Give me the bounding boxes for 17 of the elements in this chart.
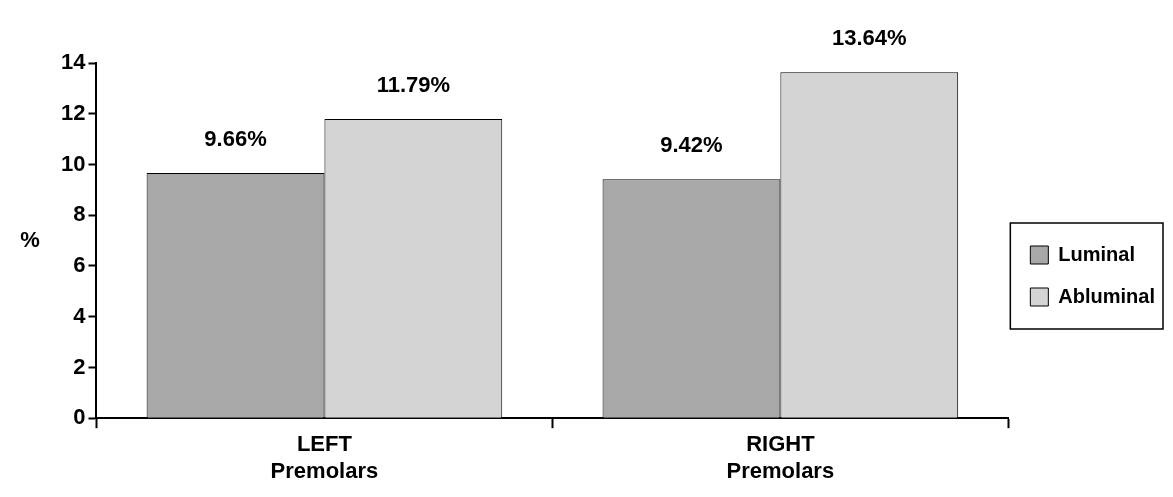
legend-label: Luminal xyxy=(1058,242,1135,265)
data-label: 9.66% xyxy=(204,126,267,152)
y-tick-label: 14 xyxy=(60,49,87,75)
y-tick-label: 12 xyxy=(60,99,86,125)
y-tick-label: 8 xyxy=(73,201,86,227)
x-tick-label: LEFT Premolars xyxy=(270,431,379,483)
data-label: 9.42% xyxy=(660,132,723,158)
x-tick-label: RIGHT Premolars xyxy=(726,431,835,483)
y-tick-label: 2 xyxy=(73,353,86,379)
legend-label: Abluminal xyxy=(1058,284,1155,307)
y-tick-label: 10 xyxy=(60,150,86,176)
y-axis-title: % xyxy=(20,226,40,252)
y-tick-label: 4 xyxy=(73,302,87,328)
y-tick-label: 6 xyxy=(73,252,86,278)
data-label: 11.79% xyxy=(376,72,451,98)
data-label: 13.64% xyxy=(831,25,907,51)
y-tick-label: 0 xyxy=(73,404,86,430)
